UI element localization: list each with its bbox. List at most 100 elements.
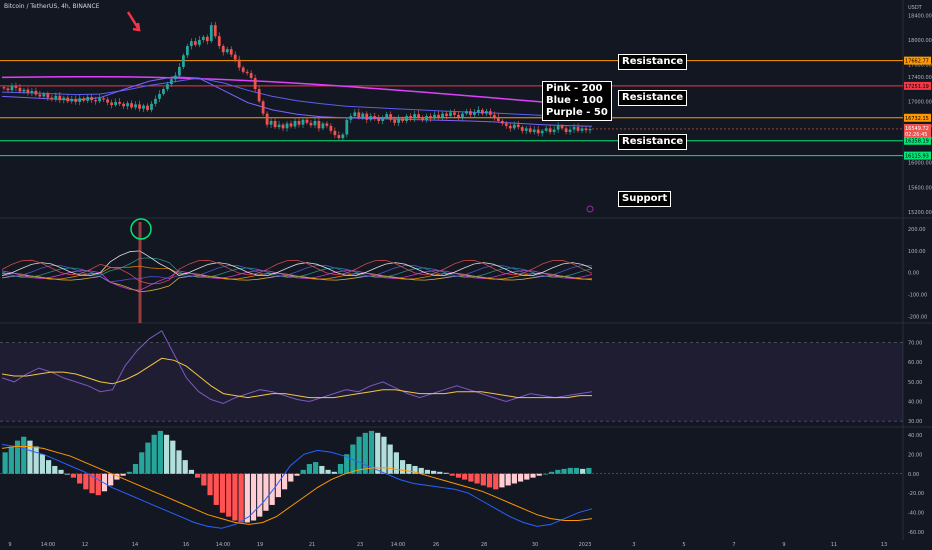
candle-body — [425, 116, 428, 120]
macd-histogram-bar — [226, 473, 232, 517]
candle-body — [285, 123, 289, 129]
candle-body — [106, 99, 110, 103]
highlight-circle-icon — [130, 218, 152, 240]
level-price-label: 16115.93 — [905, 154, 929, 160]
ma-line — [1, 76, 593, 107]
y-tick-label: 200.00 — [908, 227, 926, 233]
candle-body — [14, 85, 18, 88]
macd-line — [1, 444, 593, 529]
candle-body — [453, 112, 456, 115]
rsi-band — [0, 342, 903, 422]
x-tick-label: 11 — [831, 542, 837, 548]
candle-body — [162, 89, 165, 94]
last-price-tag — [904, 123, 931, 137]
macd-histogram-bar — [33, 446, 39, 474]
ma-legend: Pink - 200 Blue - 100 Purple - 50 — [542, 81, 612, 121]
candle-body — [405, 116, 409, 121]
macd-histogram-bar — [462, 473, 468, 480]
candle-body — [74, 98, 78, 102]
candle-body — [110, 102, 114, 106]
candle-body — [6, 88, 10, 91]
candle-body — [564, 128, 568, 133]
macd-histogram-bar — [412, 465, 418, 474]
candle-body — [584, 128, 588, 131]
y-tick-label: 60.00 — [908, 360, 922, 366]
candle-body — [197, 39, 201, 45]
candle-body — [413, 114, 416, 119]
macd-histogram-bar — [2, 452, 8, 474]
candle-body — [353, 112, 357, 117]
y-tick-label: 40.00 — [908, 399, 922, 405]
macd-histogram-bar — [145, 442, 151, 474]
macd-histogram-bar — [567, 467, 573, 474]
candle-body — [305, 119, 309, 123]
x-tick-label: 16 — [183, 542, 189, 548]
level-price-label: 16732.15 — [905, 116, 929, 122]
level-price-tag — [904, 56, 931, 65]
macd-histogram-bar — [362, 432, 368, 474]
candle-body — [301, 119, 305, 125]
candle-body — [568, 129, 572, 133]
macd-histogram-bar — [356, 436, 362, 474]
candle-body — [512, 124, 516, 129]
macd-histogram-bar — [381, 436, 387, 474]
macd-histogram-bar — [108, 473, 114, 486]
candle-body — [476, 109, 480, 113]
candle-body — [122, 103, 125, 107]
macd-histogram-bar — [120, 473, 126, 476]
level-price-tag — [904, 136, 931, 145]
countdown-label: 02:26:45 — [905, 132, 927, 138]
candle-body — [473, 112, 476, 115]
candle-body — [201, 36, 205, 40]
candle-body — [146, 105, 149, 110]
x-tick-label: 13 — [881, 542, 887, 548]
macd-histogram-bar — [244, 473, 250, 523]
y-tick-label: 0.00 — [908, 472, 919, 478]
level-price-label: 17251.19 — [905, 84, 929, 90]
candle-body — [548, 128, 552, 133]
candle-body — [237, 59, 241, 68]
candle-body — [225, 49, 229, 53]
macd-histogram-bar — [213, 473, 219, 505]
macd-histogram-bar — [443, 472, 449, 474]
oscillator-line — [1, 275, 593, 293]
macd-histogram-bar — [8, 446, 14, 474]
macd-histogram-bar — [573, 467, 580, 474]
macd-histogram-bar — [45, 460, 52, 474]
candle-body — [2, 87, 6, 89]
candle-body — [277, 124, 281, 128]
macd-histogram-bar — [83, 473, 89, 490]
macd-histogram-bar — [151, 434, 157, 474]
y-tick-label: 17000.00 — [908, 99, 932, 105]
candle-body — [297, 120, 301, 125]
level-price-tag — [904, 81, 931, 90]
arrow-icon — [126, 11, 141, 32]
candle-body — [62, 97, 66, 101]
ma-line — [1, 77, 593, 118]
candle-body — [189, 41, 193, 47]
macd-histogram-bar — [275, 473, 281, 498]
candle-body — [245, 71, 249, 74]
candle-body — [329, 125, 333, 131]
x-tick-label: 14:00 — [216, 542, 230, 548]
candle-body — [492, 114, 496, 118]
macd-histogram-bar — [101, 473, 108, 492]
y-tick-label: 100.00 — [908, 249, 926, 255]
oscillator-line — [1, 259, 593, 285]
candle-body — [341, 134, 345, 139]
y-tick-label: 16000.00 — [908, 161, 932, 167]
macd-histogram-bar — [511, 473, 517, 484]
candle-body — [504, 123, 508, 126]
macd-histogram-bar — [313, 462, 319, 474]
candle-body — [317, 120, 321, 129]
candle-body — [114, 101, 118, 106]
chart-title: Bitcoin / TetherUS, 4h, BINANCE — [4, 3, 100, 10]
level-price-label: 17662.77 — [905, 59, 929, 65]
ma-legend-100: Blue - 100 — [546, 95, 603, 106]
rsi-line — [1, 330, 593, 405]
candle-body — [185, 46, 189, 56]
macd-histogram-bar — [263, 473, 269, 511]
last-price-label: 16549.72 — [905, 126, 929, 132]
macd-histogram-bar — [424, 469, 431, 474]
